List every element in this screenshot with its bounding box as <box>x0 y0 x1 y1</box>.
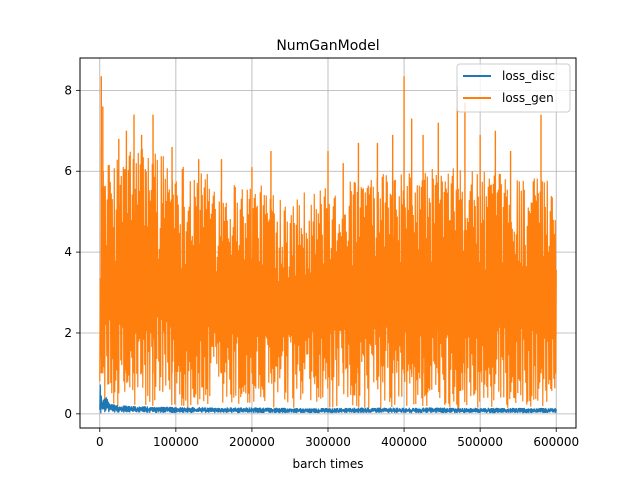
y-tick-label: 0 <box>64 407 72 421</box>
legend: loss_disc loss_gen <box>456 63 571 113</box>
x-tick-label: 500000 <box>457 435 503 449</box>
x-tick-label: 600000 <box>533 435 579 449</box>
y-tick-label: 4 <box>64 245 72 259</box>
legend-label-loss-disc: loss_disc <box>502 69 555 83</box>
series-layer <box>99 76 557 414</box>
x-tick-label: 200000 <box>229 435 275 449</box>
y-tick-label: 8 <box>64 83 72 97</box>
y-axis: 0 2 4 6 8 <box>64 83 80 421</box>
y-tick-label: 6 <box>64 164 72 178</box>
x-axis-label: barch times <box>292 457 363 471</box>
x-tick-label: 400000 <box>381 435 427 449</box>
series-line-loss-disc <box>99 384 557 414</box>
chart-title: NumGanModel <box>276 38 379 54</box>
x-axis: 0 100000 200000 300000 400000 500000 600000 <box>96 428 579 449</box>
x-tick-label: 100000 <box>153 435 199 449</box>
y-tick-label: 2 <box>64 326 72 340</box>
x-tick-label: 0 <box>96 435 104 449</box>
legend-label-loss-gen: loss_gen <box>502 91 554 105</box>
x-tick-label: 300000 <box>305 435 351 449</box>
